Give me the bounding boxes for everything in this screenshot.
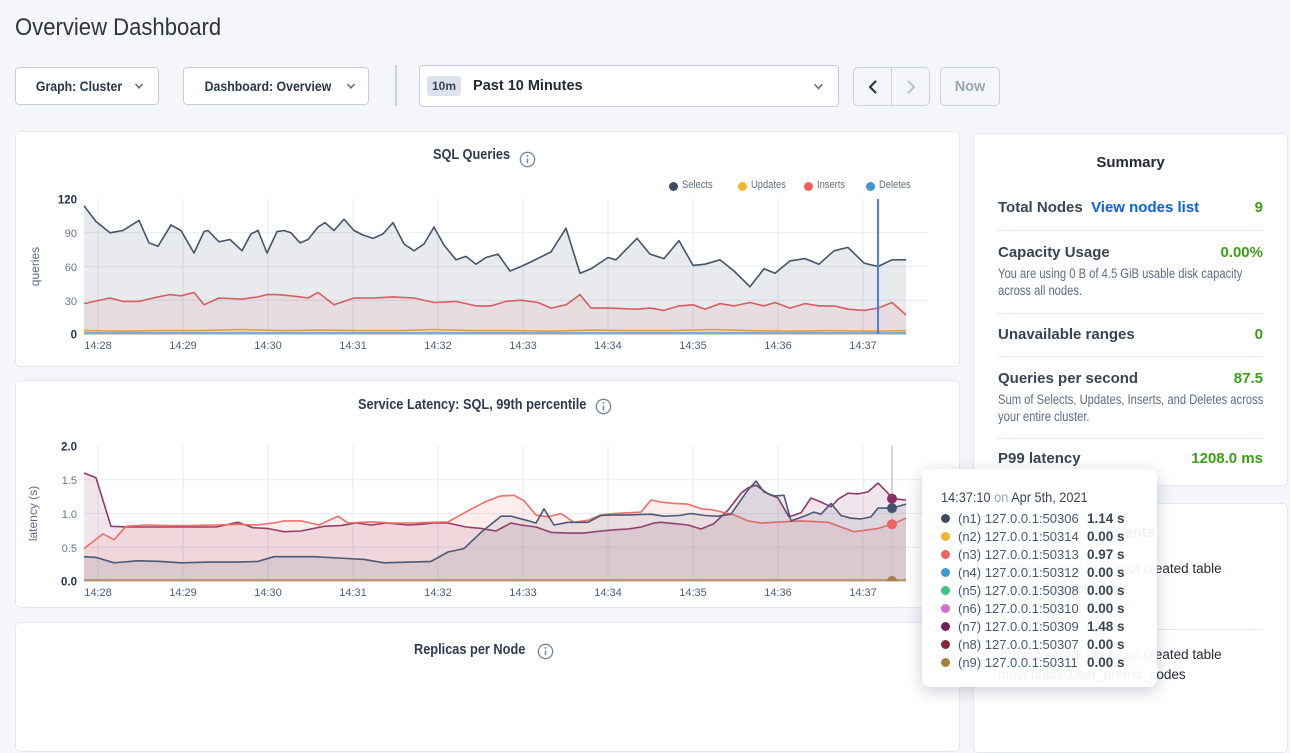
svg-text:60: 60 xyxy=(65,262,77,274)
svg-text:1.5: 1.5 xyxy=(62,475,77,487)
svg-text:14:31: 14:31 xyxy=(339,587,367,599)
svg-text:14:28: 14:28 xyxy=(84,587,112,599)
svg-text:2.0: 2.0 xyxy=(61,442,77,454)
svg-text:14:32: 14:32 xyxy=(424,340,452,352)
svg-text:14:29: 14:29 xyxy=(169,340,197,352)
svg-text:1.0: 1.0 xyxy=(62,509,77,521)
svg-text:0.5: 0.5 xyxy=(62,543,77,555)
svg-text:90: 90 xyxy=(65,228,77,240)
svg-text:14:29: 14:29 xyxy=(169,587,197,599)
svg-text:14:34: 14:34 xyxy=(594,340,622,352)
svg-text:14:33: 14:33 xyxy=(509,340,537,352)
svg-text:14:31: 14:31 xyxy=(339,340,367,352)
svg-text:14:30: 14:30 xyxy=(254,340,282,352)
svg-text:14:36: 14:36 xyxy=(764,340,792,352)
svg-text:14:33: 14:33 xyxy=(509,587,537,599)
svg-text:14:35: 14:35 xyxy=(679,587,707,599)
svg-text:120: 120 xyxy=(58,195,77,207)
svg-text:queries: queries xyxy=(28,247,42,286)
svg-text:30: 30 xyxy=(65,296,77,308)
svg-text:0: 0 xyxy=(71,330,77,342)
svg-text:14:37: 14:37 xyxy=(849,587,877,599)
svg-text:14:36: 14:36 xyxy=(764,587,792,599)
svg-text:14:28: 14:28 xyxy=(84,340,112,352)
svg-text:latency (s): latency (s) xyxy=(26,486,40,541)
svg-text:14:32: 14:32 xyxy=(424,587,452,599)
svg-text:14:34: 14:34 xyxy=(594,587,622,599)
svg-text:14:30: 14:30 xyxy=(254,587,282,599)
svg-text:14:37: 14:37 xyxy=(849,340,877,352)
svg-text:0.0: 0.0 xyxy=(61,577,77,589)
svg-text:14:35: 14:35 xyxy=(679,340,707,352)
